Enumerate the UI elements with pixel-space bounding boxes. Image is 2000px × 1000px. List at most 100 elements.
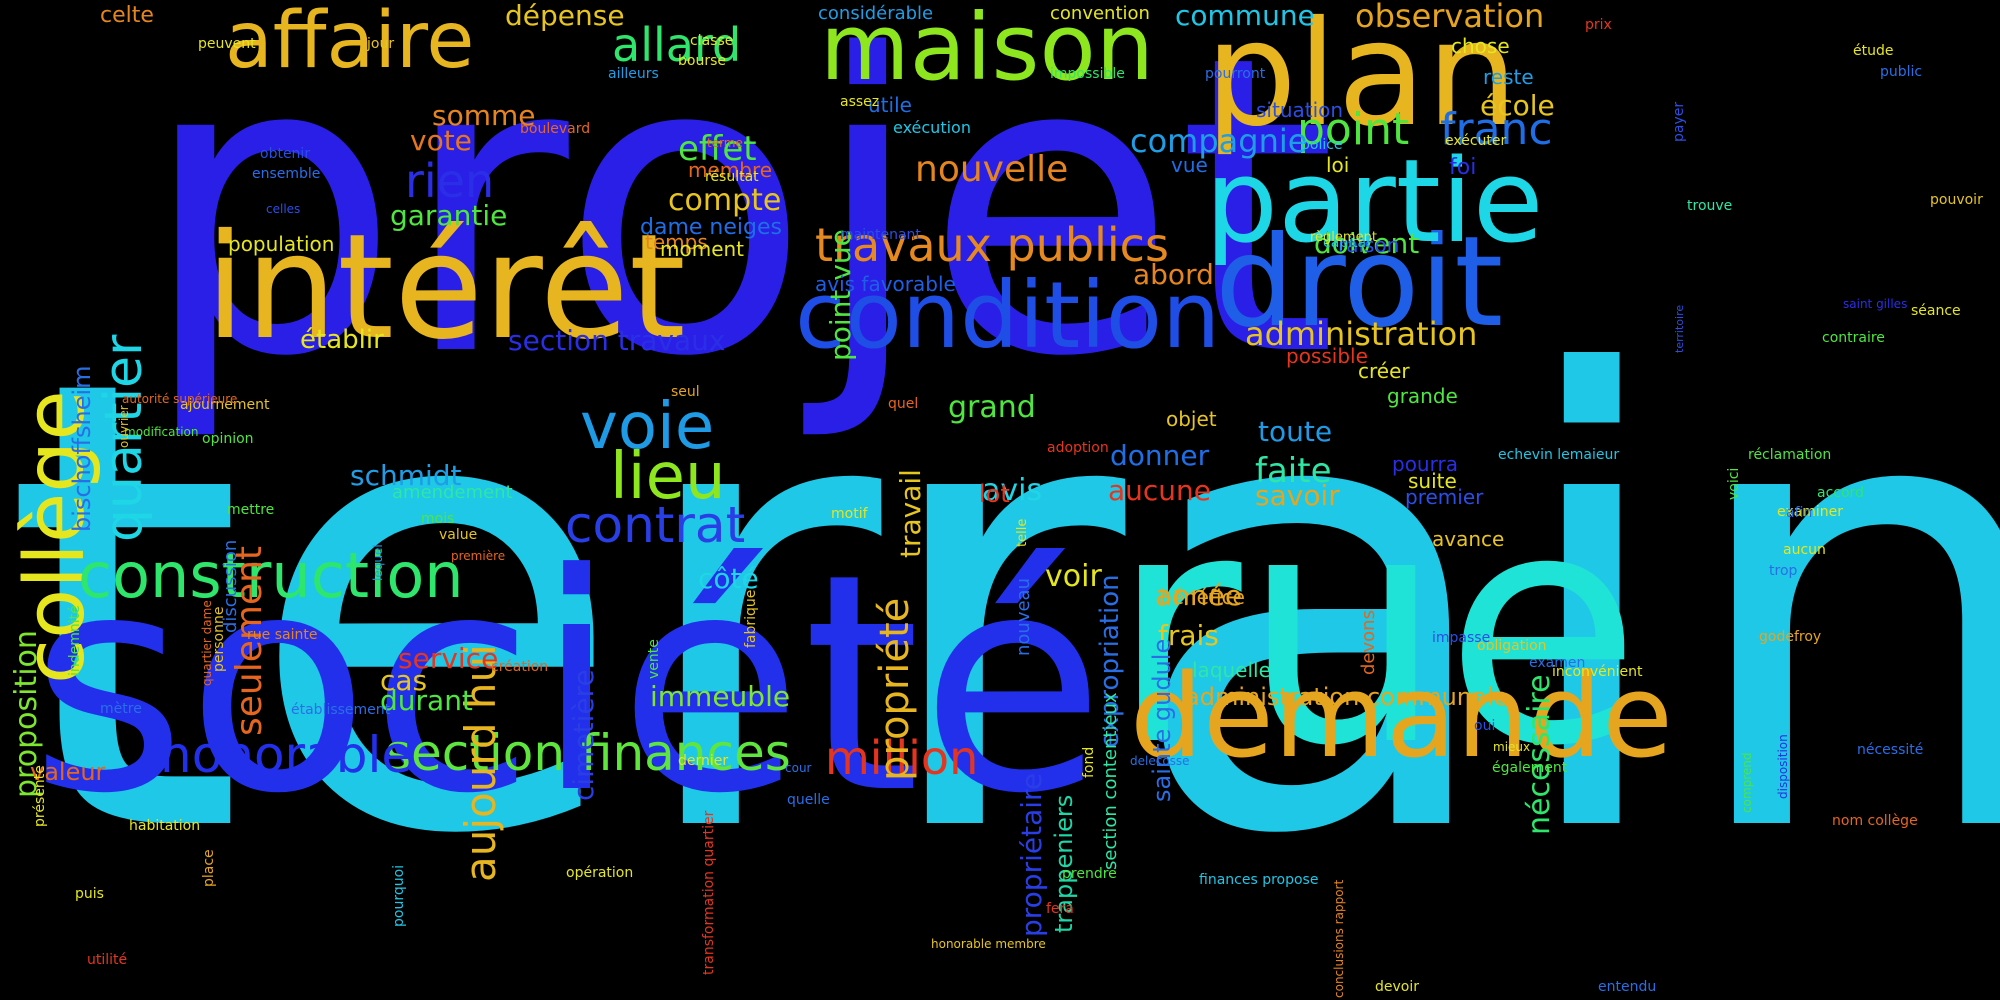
word-mois: mois <box>421 511 455 527</box>
word-aujourd-hui: aujourd hui <box>456 644 505 883</box>
word-dernier: dernier <box>678 753 729 769</box>
word-raison: raison <box>1338 233 1400 257</box>
word-somme: somme <box>432 99 536 132</box>
word-oui: oui <box>1474 718 1496 734</box>
word-depense: dépense <box>505 0 625 32</box>
word-cour: cour <box>785 761 812 775</box>
word-vue: vue <box>1171 153 1208 177</box>
word-capital: capital <box>1323 235 1371 251</box>
word-suite: suite <box>1408 469 1457 493</box>
word-reglement: règlement <box>1310 230 1377 245</box>
word-accord: accord <box>1817 485 1864 501</box>
word-nouveau: nouveau <box>1013 577 1034 656</box>
word-peuvent: peuvent <box>198 36 256 52</box>
word-annee: année <box>1155 579 1243 612</box>
word-population: population <box>228 232 335 256</box>
word-section-contentieux: section contentieux <box>1100 692 1121 871</box>
word-cote: côté <box>698 562 759 595</box>
word-reclamation: réclamation <box>1748 447 1832 463</box>
word-lieu: lieu <box>610 440 726 514</box>
word-classe: classe <box>690 33 734 49</box>
word-dame-neiges: dame neiges <box>640 215 782 240</box>
word-transformation-quartier: transformation quartier <box>701 810 717 976</box>
word-voie: voie <box>580 390 715 464</box>
word-allard: allard <box>612 18 742 72</box>
word-place: place <box>201 849 217 887</box>
word-projet: projet <box>140 0 1338 446</box>
word-considerable: considérable <box>818 3 934 24</box>
word-frais: frais <box>1158 619 1219 652</box>
word-immeuble: immeuble <box>650 680 791 713</box>
word-operation: opération <box>566 865 634 881</box>
word-ecole: école <box>1480 89 1555 122</box>
word-societe: société <box>30 510 1105 859</box>
word-honorable-membre: honorable membre <box>931 937 1046 951</box>
word-prendre: prendre <box>1062 866 1117 882</box>
word-creer: créer <box>1358 359 1410 383</box>
word-section-finances: section finances <box>385 724 791 782</box>
word-observation: observation <box>1355 0 1545 35</box>
word-obtenir: obtenir <box>260 146 311 162</box>
word-travail: travail <box>894 468 927 558</box>
word-faite: faite <box>1255 451 1332 491</box>
word-possible: possible <box>1286 344 1368 368</box>
word-reste: reste <box>1483 65 1534 89</box>
word-ailleurs: ailleurs <box>608 66 659 82</box>
word-saint-gilles: saint gilles <box>1843 297 1908 311</box>
word-examiner: examiner <box>1777 504 1844 520</box>
word-delecosse: delecosse <box>1130 754 1190 768</box>
word-etablissement: établissement <box>291 702 391 718</box>
word-godefroy: godefroy <box>1759 629 1822 645</box>
word-necessite: nécessité <box>1857 742 1924 758</box>
word-terme: terme <box>707 136 743 150</box>
word-garantie: garantie <box>390 199 508 232</box>
word-membre: membre <box>688 158 773 182</box>
word-service: service <box>398 642 499 675</box>
word-rue-sainte: rue sainte <box>247 627 318 643</box>
word-finances-propose: finances propose <box>1199 872 1319 888</box>
word-condition: condition <box>795 262 1221 369</box>
word-modification: modification <box>124 425 199 439</box>
word-devons: devons <box>1358 609 1379 675</box>
word-ouvrier: ouvrier <box>117 405 131 449</box>
word-disposition: disposition <box>1776 734 1790 800</box>
word-rue: rue <box>1110 444 1642 816</box>
word-foi: foi <box>1449 155 1477 180</box>
word-convention: convention <box>1050 3 1150 24</box>
word-payer: payer <box>1671 101 1687 142</box>
word-interet: intérêt <box>205 203 686 372</box>
word-boulevard: boulevard <box>520 121 591 137</box>
word-schmidt: schmidt <box>350 459 462 492</box>
word-quelle: quelle <box>787 792 830 808</box>
word-puis: puis <box>75 886 104 902</box>
word-construction: construction <box>78 539 464 612</box>
word-utile: utile <box>868 93 912 117</box>
word-laquelle: laquelle <box>1192 658 1271 682</box>
word-pourra: pourra <box>1392 452 1458 476</box>
word-terrain: terrain <box>2 249 2000 970</box>
word-contraire: contraire <box>1822 330 1885 346</box>
word-ajournement: ajournement <box>180 397 270 413</box>
word-grand: grand <box>948 390 1036 425</box>
word-fabrique: fabrique <box>743 589 759 649</box>
word-public: public <box>1880 64 1923 80</box>
word-quartier-dame: quartier dame <box>200 599 214 686</box>
word-trop: trop <box>1769 563 1798 579</box>
word-etablir: établir <box>300 325 384 355</box>
word-franc: franc <box>1440 104 1553 155</box>
word-celles: celles <box>266 202 301 216</box>
word-savoir: savoir <box>1255 479 1340 512</box>
word-honorable: honorable <box>160 726 413 784</box>
word-million: million <box>825 731 979 785</box>
word-habitation: habitation <box>129 818 201 834</box>
word-doivent: doivent <box>1314 227 1420 260</box>
word-affaire: affaire <box>225 0 475 86</box>
word-indemnite: indemnité <box>67 604 83 676</box>
word-value: value <box>439 527 478 543</box>
word-objet: objet <box>1166 407 1217 431</box>
word-etude: étude <box>1853 43 1894 59</box>
word-avis-favorable: avis favorable <box>815 272 956 296</box>
word-section-travaux: section travaux <box>508 324 726 357</box>
word-fond: fond <box>1081 746 1097 778</box>
